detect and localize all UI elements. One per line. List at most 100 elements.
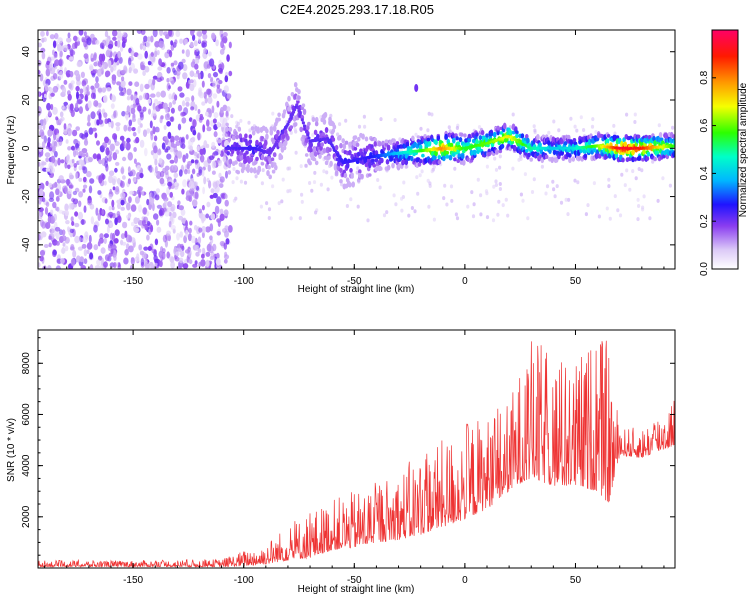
noise-speckle — [138, 109, 144, 115]
noise-speckle — [110, 120, 114, 129]
noise-speckle — [115, 125, 120, 132]
noise-speckle — [159, 177, 165, 185]
faint-speckle — [477, 125, 482, 129]
noise-speckle — [121, 41, 126, 48]
faint-speckle — [293, 127, 297, 132]
faint-speckle — [484, 189, 489, 194]
noise-speckle — [169, 216, 174, 223]
noise-speckle — [206, 119, 210, 127]
noise-speckle — [225, 116, 230, 121]
noise-speckle — [158, 157, 163, 164]
noise-speckle — [150, 132, 154, 141]
ridge-core — [290, 112, 294, 117]
ridge-blob — [478, 135, 483, 141]
ridge-blob — [487, 152, 492, 157]
noise-speckle — [128, 81, 133, 86]
ridge-blob — [631, 148, 635, 156]
noise-speckle — [205, 226, 211, 233]
noise-speckle — [126, 214, 131, 219]
noise-speckle — [48, 165, 53, 174]
ridge-blob — [234, 160, 238, 165]
noise-speckle — [83, 130, 89, 138]
faint-speckle — [551, 179, 555, 184]
noise-speckle — [69, 184, 74, 189]
ridge-blob — [249, 167, 254, 174]
noise-speckle — [70, 216, 74, 222]
ridge-blob — [309, 147, 314, 153]
noise-speckle — [133, 147, 137, 152]
ridge-blob — [356, 151, 361, 157]
ridge-blob — [637, 155, 642, 161]
noise-speckle — [185, 49, 190, 58]
noise-speckle — [191, 95, 195, 102]
noise-speckle — [57, 157, 61, 166]
ridge-blob — [277, 117, 281, 122]
ridge-blob — [296, 99, 300, 104]
ridge-blob — [274, 164, 278, 171]
noise-speckle — [128, 235, 133, 243]
ridge-blob — [341, 138, 346, 144]
noise-speckle — [172, 99, 177, 105]
noise-speckle — [128, 57, 132, 66]
noise-speckle — [205, 111, 209, 117]
faint-speckle — [300, 199, 304, 204]
noise-speckle — [91, 72, 96, 78]
noise-speckle — [75, 255, 81, 263]
noise-speckle — [197, 248, 202, 253]
noise-speckle — [140, 64, 146, 71]
x-tick-label: 0 — [462, 575, 468, 586]
noise-speckle — [223, 209, 229, 217]
noise-speckle — [132, 131, 137, 137]
noise-speckle — [86, 90, 91, 96]
noise-speckle — [136, 30, 143, 34]
noise-speckle — [82, 188, 86, 193]
faint-speckle — [267, 216, 271, 220]
noise-speckle — [70, 109, 75, 118]
faint-speckle — [260, 181, 264, 186]
faint-speckle — [637, 167, 641, 171]
faint-speckle — [517, 157, 521, 162]
noise-speckle — [218, 149, 222, 155]
noise-speckle — [172, 211, 177, 219]
noise-speckle — [65, 139, 69, 144]
ridge-blob — [355, 142, 360, 147]
noise-speckle — [170, 40, 174, 46]
noise-speckle — [182, 72, 188, 80]
noise-speckle — [141, 190, 145, 196]
noise-speckle — [194, 104, 198, 111]
noise-speckle — [224, 251, 228, 257]
noise-speckle — [47, 129, 53, 137]
noise-speckle — [111, 175, 118, 183]
noise-speckle — [185, 229, 189, 238]
noise-speckle — [90, 111, 96, 120]
faint-speckle — [254, 174, 258, 179]
noise-speckle — [197, 73, 201, 80]
noise-speckle — [144, 66, 150, 73]
noise-speckle — [216, 121, 220, 128]
noise-speckle — [137, 125, 141, 134]
faint-speckle — [449, 184, 454, 189]
noise-speckle — [45, 115, 49, 122]
faint-speckle — [356, 166, 360, 171]
faint-speckle — [414, 132, 418, 137]
noise-speckle — [108, 206, 113, 211]
noise-speckle — [88, 234, 92, 244]
ridge-blob — [248, 134, 253, 140]
noise-speckle — [105, 39, 109, 48]
noise-speckle — [156, 204, 162, 209]
noise-speckle — [150, 51, 154, 57]
faint-speckle — [613, 194, 617, 199]
faint-speckle — [605, 206, 609, 211]
noise-speckle — [223, 37, 228, 44]
ridge-blob — [324, 160, 329, 166]
noise-speckle — [132, 177, 137, 183]
colorbar-tick-label: 0.6 — [699, 118, 710, 132]
faint-speckle — [294, 150, 298, 155]
noise-speckle — [116, 40, 121, 48]
faint-speckle — [454, 212, 458, 217]
ridge-blob — [525, 149, 529, 153]
noise-speckle — [74, 222, 80, 228]
noise-speckle — [55, 188, 60, 196]
noise-speckle — [53, 53, 58, 59]
noise-speckle — [101, 39, 107, 47]
